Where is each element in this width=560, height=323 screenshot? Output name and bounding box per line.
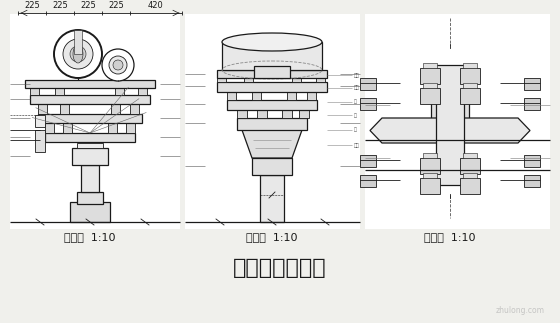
Bar [524, 175, 540, 187]
Polygon shape [242, 130, 302, 158]
Bar [38, 114, 142, 123]
Bar [463, 173, 477, 178]
Bar [72, 148, 108, 165]
Bar [30, 85, 39, 95]
Circle shape [102, 49, 134, 81]
Text: 420: 420 [148, 1, 164, 9]
Bar [257, 110, 267, 118]
Bar [108, 123, 117, 133]
Bar [185, 14, 360, 229]
Bar [227, 100, 317, 110]
Bar [360, 175, 376, 187]
Bar [227, 92, 236, 100]
Text: 拱: 拱 [354, 99, 357, 105]
Bar [254, 66, 290, 78]
Bar [252, 158, 292, 175]
Bar [45, 133, 135, 142]
Bar [35, 115, 45, 127]
Bar [460, 88, 480, 104]
Bar [423, 83, 437, 88]
Bar [30, 95, 150, 104]
Bar [77, 192, 103, 204]
Bar [77, 143, 103, 148]
Text: 斗拱: 斗拱 [354, 86, 360, 90]
Bar [436, 65, 464, 185]
Bar [360, 98, 376, 110]
Bar [111, 104, 120, 114]
Bar [460, 158, 480, 174]
Bar [217, 70, 327, 78]
Bar [307, 92, 316, 100]
Circle shape [109, 56, 127, 74]
Bar [217, 82, 327, 92]
Bar [463, 153, 477, 158]
Bar [423, 63, 437, 68]
Bar [420, 178, 440, 194]
Ellipse shape [222, 33, 322, 51]
Bar [126, 123, 135, 133]
Bar [237, 118, 307, 130]
Text: 枋端: 枋端 [354, 72, 360, 78]
Bar [260, 175, 284, 222]
Bar [138, 85, 147, 95]
Text: 拱: 拱 [354, 128, 357, 132]
Bar [35, 130, 45, 152]
Bar [70, 202, 110, 222]
Text: 柱头科斗拱详图: 柱头科斗拱详图 [233, 258, 327, 278]
Bar [10, 14, 180, 229]
Bar [463, 63, 477, 68]
Bar [420, 68, 440, 84]
Polygon shape [370, 118, 530, 143]
Text: 225: 225 [80, 1, 96, 9]
Text: 225: 225 [24, 1, 40, 9]
Bar [60, 104, 69, 114]
Bar [237, 110, 247, 118]
Bar [38, 104, 47, 114]
Bar [45, 123, 54, 133]
Bar [423, 173, 437, 178]
Circle shape [113, 60, 123, 70]
Bar [524, 78, 540, 90]
Text: 剖面图  1:10: 剖面图 1:10 [64, 232, 116, 242]
Bar [287, 92, 296, 100]
Bar [420, 88, 440, 104]
Bar [252, 92, 261, 100]
Text: 平面图  1:10: 平面图 1:10 [424, 232, 476, 242]
Bar [460, 68, 480, 84]
Bar [431, 103, 469, 141]
Text: 立面图  1:10: 立面图 1:10 [246, 232, 298, 242]
Bar [365, 14, 550, 229]
Bar [423, 153, 437, 158]
Bar [420, 158, 440, 174]
Bar [222, 42, 322, 70]
Bar [316, 74, 325, 82]
Bar [81, 165, 99, 192]
Bar [360, 78, 376, 90]
Bar [282, 110, 292, 118]
Bar [360, 155, 376, 167]
Text: 225: 225 [108, 1, 124, 9]
Circle shape [70, 46, 86, 62]
Bar [74, 30, 82, 54]
Text: 225: 225 [52, 1, 68, 9]
Bar [460, 178, 480, 194]
Bar [524, 155, 540, 167]
Circle shape [54, 30, 102, 78]
Text: 升: 升 [354, 112, 357, 118]
Bar [55, 85, 64, 95]
Bar [463, 83, 477, 88]
Bar [524, 98, 540, 110]
Circle shape [63, 39, 93, 69]
Bar [299, 110, 309, 118]
Bar [115, 85, 124, 95]
Bar [217, 74, 226, 82]
Bar [292, 74, 301, 82]
Text: 坐斗: 坐斗 [354, 142, 360, 148]
Bar [25, 80, 155, 88]
Text: zhulong.com: zhulong.com [496, 306, 545, 315]
Bar [130, 104, 139, 114]
Ellipse shape [73, 45, 83, 63]
Bar [63, 123, 72, 133]
Bar [244, 74, 253, 82]
